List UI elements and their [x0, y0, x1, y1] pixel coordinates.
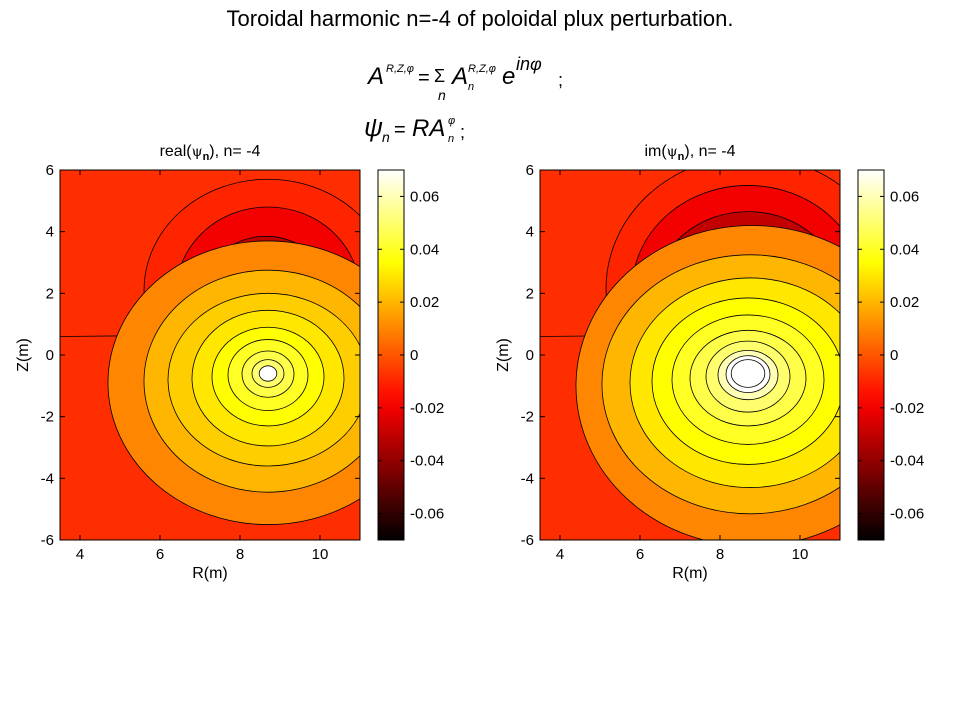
- svg-text:R,Z,φ: R,Z,φ: [468, 63, 496, 75]
- y-tick-label: -4: [41, 470, 54, 487]
- y-tick-label: 0: [526, 347, 534, 364]
- colorbar-tick-label: 0.02: [890, 294, 919, 311]
- svg-text:=: =: [418, 67, 430, 89]
- y-tick-label: 6: [526, 162, 534, 179]
- x-tick-label: 10: [792, 546, 809, 563]
- colorbar-tick-label: -0.04: [890, 453, 924, 470]
- formula: A R,Z,φ = Σ n A R,Z,φ n e inφ ; ψ n = RA…: [364, 56, 563, 145]
- svg-text:Σ: Σ: [434, 66, 445, 86]
- svg-text:;: ;: [460, 122, 465, 142]
- svg-text:RA: RA: [412, 115, 445, 142]
- x-tick-label: 4: [556, 546, 564, 563]
- chart-title: im(ψn), n= -4: [644, 143, 735, 163]
- chart-panel-imag: 4 6 8 10 -6 -4 -2 0 2 4 6 R(m) Z(m) im(ψn), n= -4 -0.0…: [495, 143, 924, 582]
- y-tick-label: 2: [526, 285, 534, 302]
- svg-text:n: n: [382, 129, 390, 145]
- colorbar-tick-label: 0: [410, 347, 418, 364]
- contour-plot: [540, 170, 840, 540]
- page-title: Toroidal harmonic n=-4 of poloidal plux …: [226, 6, 734, 31]
- svg-text:n: n: [468, 81, 474, 93]
- x-tick-label: 6: [156, 546, 164, 563]
- maximum-core: [730, 359, 766, 388]
- colorbar-tick-label: 0.06: [890, 188, 919, 205]
- x-tick-label: 4: [76, 546, 84, 563]
- svg-text:A: A: [366, 63, 384, 90]
- svg-text:=: =: [394, 119, 406, 141]
- colorbar: [857, 169, 885, 541]
- colorbar-tick-label: -0.04: [410, 453, 444, 470]
- svg-text:e: e: [502, 63, 515, 90]
- y-axis-label: Z(m): [15, 338, 32, 372]
- colorbar-tick-label: 0.02: [410, 294, 439, 311]
- y-tick-label: 2: [46, 285, 54, 302]
- svg-text:inφ: inφ: [516, 56, 542, 74]
- y-tick-label: -2: [41, 409, 54, 426]
- maximum-core: [258, 365, 278, 382]
- y-tick-label: 6: [46, 162, 54, 179]
- formula-line-1: A R,Z,φ = Σ n A R,Z,φ n e inφ ;: [366, 56, 563, 103]
- contour-plot: [60, 170, 360, 540]
- svg-text:R,Z,φ: R,Z,φ: [386, 63, 414, 75]
- y-tick-label: -4: [521, 470, 534, 487]
- y-tick-label: -6: [41, 532, 54, 549]
- x-axis-label: R(m): [192, 565, 228, 582]
- positive-lobe: [107, 240, 360, 525]
- colorbar-tick-label: 0.04: [890, 241, 919, 258]
- colorbar-tick-label: -0.02: [410, 400, 444, 417]
- y-tick-label: 0: [46, 347, 54, 364]
- svg-text:A: A: [450, 63, 468, 90]
- colorbar-tick-label: -0.02: [890, 400, 924, 417]
- chart-title: real(ψn), n= -4: [160, 143, 261, 163]
- colorbar-tick-label: 0: [890, 347, 898, 364]
- positive-lobe: [575, 225, 840, 540]
- x-tick-label: 8: [236, 546, 244, 563]
- colorbar-tick-label: 0.04: [410, 241, 439, 258]
- svg-text:φ: φ: [448, 115, 455, 127]
- x-axis-label: R(m): [672, 565, 708, 582]
- svg-text:n: n: [438, 87, 446, 103]
- chart-panel-real: 4 6 8 10 -6 -4 -2 0 2 4 6 R(m) Z(m) real(ψn), n= -4 -0…: [15, 143, 444, 582]
- y-tick-label: 4: [46, 224, 54, 241]
- svg-text:ψ: ψ: [364, 112, 383, 142]
- y-tick-label: -6: [521, 532, 534, 549]
- x-tick-label: 10: [312, 546, 329, 563]
- colorbar-tick-label: -0.06: [890, 506, 924, 523]
- colorbar-tick-label: 0.06: [410, 188, 439, 205]
- y-tick-label: -2: [521, 409, 534, 426]
- svg-text:n: n: [448, 133, 454, 145]
- y-tick-label: 4: [526, 224, 534, 241]
- formula-line-2: ψ n = RA φ n ;: [364, 112, 465, 145]
- colorbar-tick-label: -0.06: [410, 506, 444, 523]
- x-tick-label: 8: [716, 546, 724, 563]
- y-axis-label: Z(m): [495, 338, 512, 372]
- svg-text:;: ;: [558, 70, 563, 90]
- x-tick-label: 6: [636, 546, 644, 563]
